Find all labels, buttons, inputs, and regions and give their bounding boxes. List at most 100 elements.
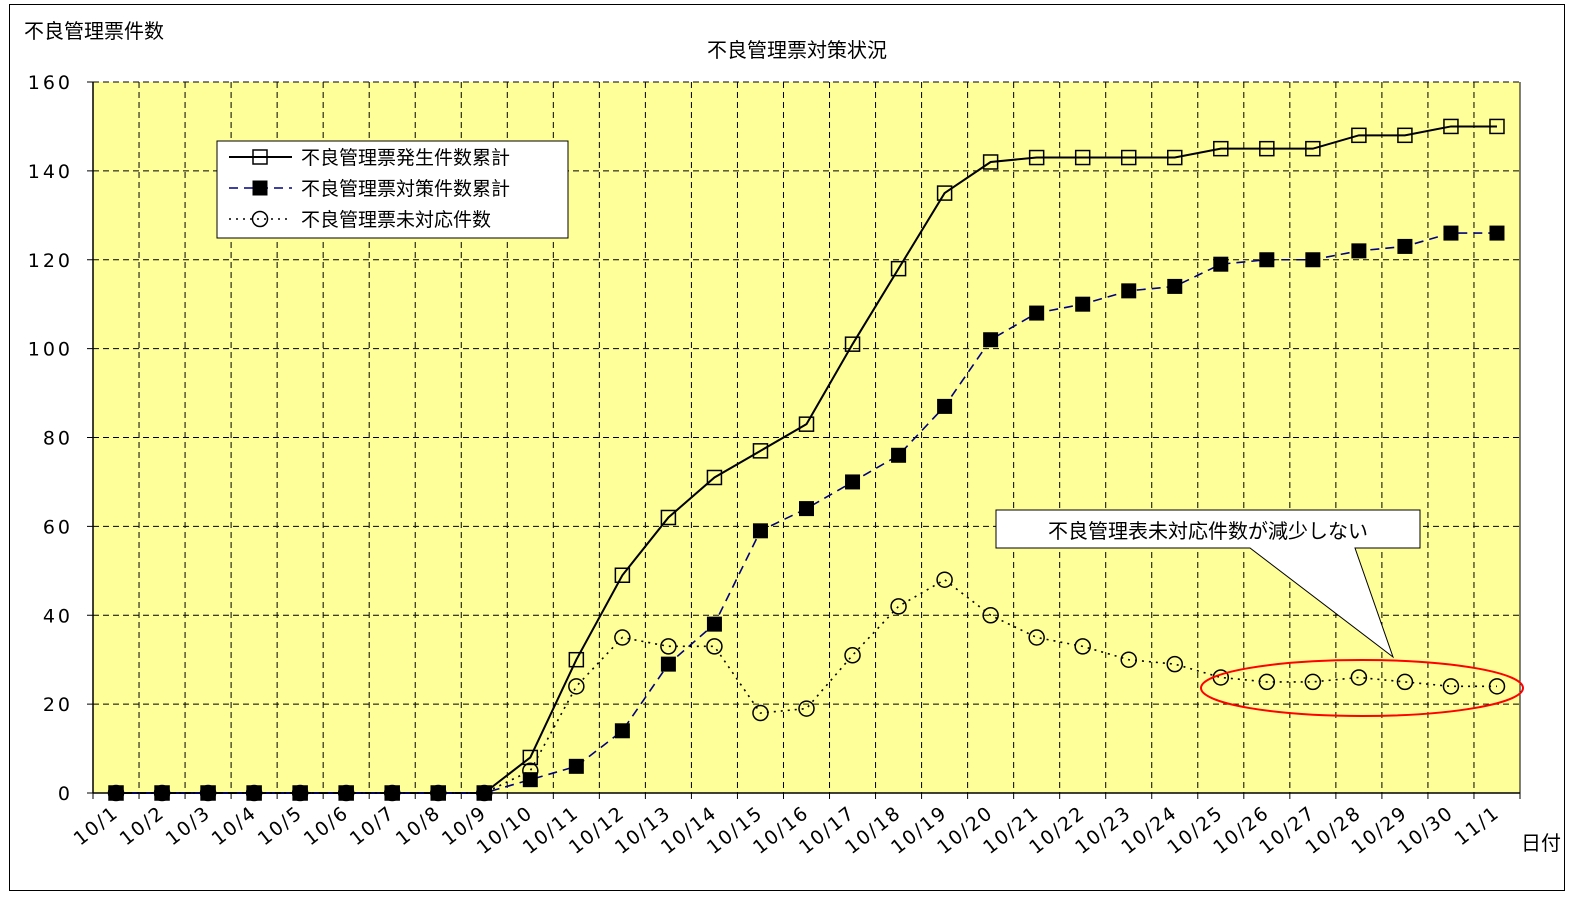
y-tick-label: 120: [28, 250, 73, 272]
series-1-point: [936, 185, 953, 201]
series-3-point: [1350, 669, 1368, 686]
series-2-point: [1305, 252, 1321, 268]
y-tick-label: 140: [28, 161, 73, 183]
series-1-point: [844, 336, 861, 352]
series-3-point: [522, 762, 539, 780]
series-3-point: [568, 678, 585, 695]
series-2-point: [845, 474, 861, 490]
series-2-point: [660, 656, 676, 672]
series-3-point: [1442, 678, 1460, 695]
series-3-point: [844, 646, 861, 664]
series-1-point: [1351, 127, 1367, 144]
series-1-point: [568, 651, 585, 668]
series-3-point: [1396, 673, 1414, 691]
series-2-point: [1351, 243, 1367, 259]
series-1-point: [1213, 140, 1229, 157]
series-1-point: [890, 260, 907, 277]
series-3-point: [1074, 638, 1091, 655]
series-1-point: [1443, 118, 1459, 135]
series-1-point: [752, 443, 769, 459]
series-2-point: [1075, 296, 1091, 312]
series-3-point: [982, 607, 999, 624]
x-tick-label: 10/8: [392, 802, 445, 851]
series-3-point: [936, 571, 953, 588]
legend-marker-2: [252, 180, 268, 196]
series-1-point: [1259, 140, 1275, 157]
series-2-point: [706, 616, 722, 632]
x-tick-label: 10/1: [70, 802, 123, 851]
series-2-point: [1443, 225, 1459, 241]
series-2-point: [937, 398, 953, 414]
series-3-point: [383, 784, 401, 802]
y-tick-label: 100: [28, 339, 73, 361]
series-3-point: [291, 784, 309, 802]
series-2-point: [614, 723, 630, 739]
series-2-point: [1029, 305, 1045, 321]
series-2-point: [568, 758, 584, 774]
series-1-point: [706, 469, 723, 486]
x-tick-label: 10/7: [346, 802, 399, 851]
series-3-point: [614, 629, 631, 646]
x-tick-label: 10/2: [116, 802, 169, 851]
series-2-point: [1489, 225, 1505, 241]
series-3-point: [199, 784, 217, 802]
y-tick-label: 160: [28, 72, 73, 94]
y-tick-label: 0: [58, 783, 73, 805]
x-tick-label: 10/4: [208, 802, 261, 851]
series-1-point: [614, 567, 631, 584]
series-1-point: [1397, 127, 1413, 144]
series-2-point: [983, 332, 999, 348]
series-3-point: [429, 784, 447, 802]
series-1-point: [1167, 149, 1183, 166]
series-2-point: [891, 447, 907, 463]
series-3-point: [752, 704, 769, 722]
series-2-point: [1167, 278, 1183, 294]
series-2-point: [1397, 238, 1413, 254]
series-1-point: [1028, 149, 1045, 166]
series-2-point: [799, 501, 814, 517]
x-tick-label: 10/5: [254, 802, 307, 851]
series-3-point: [706, 638, 723, 655]
callout-box: [995, 509, 1421, 659]
series-3-point: [798, 700, 815, 717]
series-1-point: [982, 154, 999, 170]
y-tick-label: 20: [43, 694, 73, 716]
series-1-point: [660, 509, 677, 526]
series-2-point: [1259, 252, 1275, 268]
series-3-point: [1120, 651, 1137, 668]
series-1-point: [1489, 118, 1505, 135]
callout-text: 不良管理表未対応件数が減少しない: [1048, 519, 1368, 543]
series-3-point: [476, 784, 493, 802]
series-3-point: [245, 784, 263, 802]
legend-label-2: 不良管理票対策件数累計: [301, 178, 510, 200]
highlight-ellipse: [1200, 659, 1524, 717]
series-3-point: [1258, 673, 1276, 691]
x-tick-label: 11/1: [1451, 802, 1504, 851]
series-1-point: [1120, 149, 1137, 166]
series-2-point: [1121, 283, 1137, 299]
chart-title: 不良管理票対策状況: [707, 38, 887, 62]
y-tick-label: 60: [43, 516, 73, 538]
series-3: [107, 571, 1506, 802]
y-axis-label: 不良管理票件数: [24, 19, 164, 43]
x-axis-label: 日付: [1521, 831, 1561, 855]
series-3-point: [107, 784, 125, 802]
series-3-point: [660, 638, 677, 655]
legend-label-1: 不良管理票発生件数累計: [301, 147, 510, 169]
y-tick-label: 80: [43, 428, 73, 450]
x-tick-label: 10/3: [162, 802, 215, 851]
legend-marker-3: [251, 210, 269, 228]
series-3-point: [1304, 673, 1322, 691]
series-3-point: [1166, 655, 1184, 673]
series-3-point: [153, 784, 171, 802]
series-3-point: [337, 784, 355, 802]
series-1-point: [1074, 149, 1091, 166]
series-3-point: [1028, 629, 1045, 646]
series-3-point: [890, 598, 907, 615]
series-1-point: [798, 416, 815, 432]
legend-marker-1: [252, 149, 268, 165]
series-1-point: [1305, 140, 1321, 157]
series-2-point: [752, 523, 768, 539]
y-tick-label: 40: [43, 605, 73, 627]
